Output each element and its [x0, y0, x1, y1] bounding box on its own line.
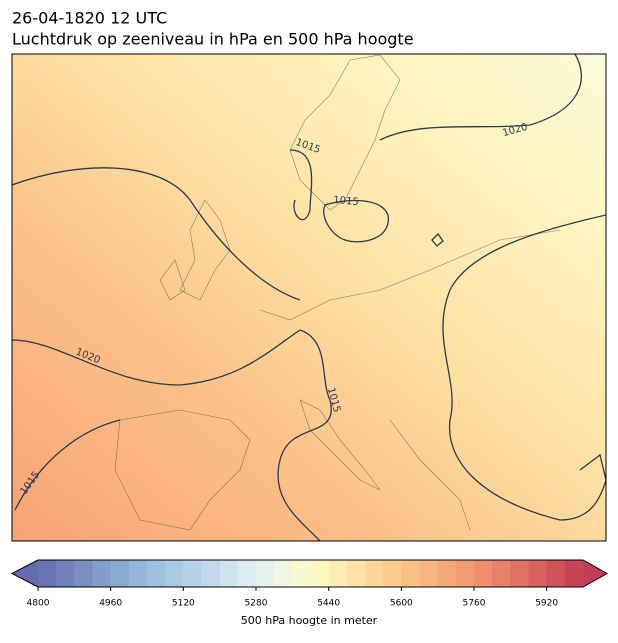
colorbar-segment [492, 560, 511, 587]
colorbar-tick-label: 5600 [390, 599, 413, 609]
colorbar-segment [74, 560, 93, 587]
colorbar-tick-label: 4800 [27, 599, 50, 609]
coastlines [114, 54, 561, 531]
colorbar-segment [455, 560, 475, 587]
colorbar-extend-low [12, 560, 38, 587]
colorbar-segment [92, 560, 112, 587]
colorbar-segment [128, 560, 148, 587]
map-frame [11, 53, 607, 542]
map-background [12, 54, 606, 541]
date-title: 26-04-1820 12 UTC [12, 9, 167, 28]
colorbar-tick-label: 5440 [317, 599, 340, 609]
colorbar-segment [328, 560, 348, 587]
colorbar-segment [510, 560, 529, 587]
colorbar-tick-label: 5280 [245, 599, 268, 609]
colorbar-segment [419, 560, 439, 587]
colorbar-tick-label: 4960 [99, 599, 122, 609]
isobar-label: 1015 [333, 195, 359, 208]
colorbar-segment [528, 560, 548, 587]
colorbar-segment [110, 560, 130, 587]
colorbar-tick-label: 5920 [535, 599, 558, 609]
colorbar-tick-label: 5760 [463, 599, 486, 609]
colorbar-segment [437, 560, 457, 587]
colorbar-tick-label: 5120 [172, 599, 195, 609]
colorbar-segment [219, 560, 239, 587]
colorbar-segment [56, 560, 75, 587]
colorbar-segment [274, 560, 293, 587]
colorbar-segment [401, 560, 420, 587]
colorbar-segment [183, 560, 202, 587]
colorbar-segment [292, 560, 311, 587]
colorbar-segment [237, 560, 257, 587]
colorbar-segment [201, 560, 221, 587]
colorbar-segment [474, 560, 493, 587]
colorbar-segment [346, 560, 366, 587]
colorbar-segment [564, 560, 584, 587]
colorbar-segment [38, 560, 57, 587]
colorbar-segment [546, 560, 566, 587]
map-title: Luchtdruk op zeeniveau in hPa en 500 hPa… [12, 30, 414, 49]
colorbar-segment [310, 560, 330, 587]
colorbar-segment [165, 560, 184, 587]
colorbar: 4800 4960 5120 5280 5440 5600 5760 5920 [10, 559, 609, 609]
colorbar-label: 500 hPa hoogte in meter [241, 614, 378, 627]
colorbar-outline [10, 559, 609, 588]
colorbar-segment [365, 560, 384, 587]
isobars [12, 54, 606, 541]
colorbar-segment [383, 560, 402, 587]
colorbar-extend-high [583, 560, 607, 587]
colorbar-segment [147, 560, 166, 587]
colorbar-segment [256, 560, 275, 587]
